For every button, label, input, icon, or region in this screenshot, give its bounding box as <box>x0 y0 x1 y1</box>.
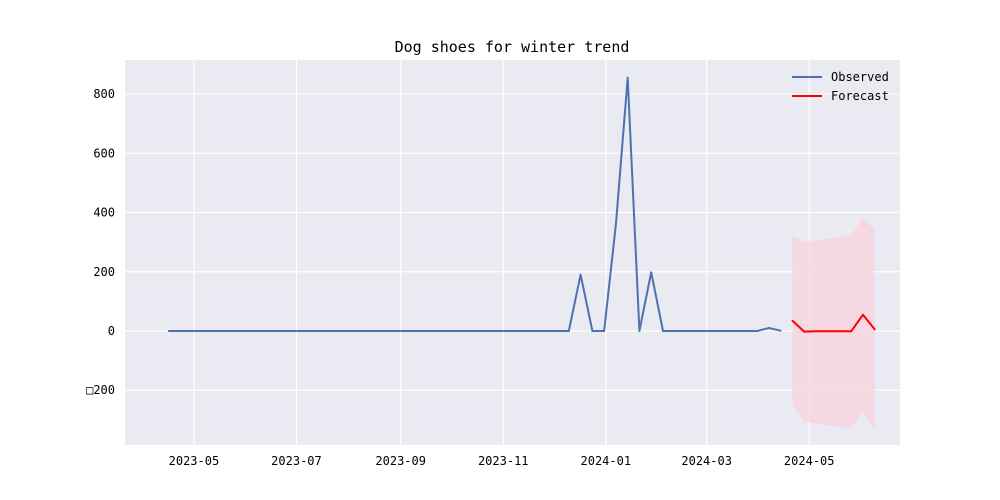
legend-label-forecast: Forecast <box>831 89 889 103</box>
observed-point <box>697 330 700 332</box>
observed-point <box>709 330 711 332</box>
observed-point <box>768 327 770 329</box>
forecast-point <box>826 330 829 333</box>
observed-point <box>779 329 782 332</box>
observed-point <box>273 330 276 332</box>
observed-point <box>509 330 511 332</box>
forecast-point <box>850 330 853 333</box>
observed-point <box>744 330 747 332</box>
observed-point <box>367 330 370 332</box>
observed-point <box>662 330 664 332</box>
forecast-point <box>838 330 841 333</box>
observed-point <box>720 330 723 332</box>
chart-title: Dog shoes for winter trend <box>395 38 630 56</box>
forecast-line <box>791 313 876 333</box>
axis-tick-labels: 2023-05 2023-07 2023-09 2023-11 2024-01 2024-… <box>86 87 834 468</box>
observed-point <box>214 330 217 332</box>
x-tick-label: 2024-03 <box>681 454 732 468</box>
observed-point <box>532 330 535 332</box>
observed-point <box>497 330 500 332</box>
x-tick-label: 2023-09 <box>375 454 426 468</box>
y-tick-label: 800 <box>93 87 115 101</box>
observed-point <box>426 330 429 332</box>
observed-point <box>603 330 605 332</box>
observed-point <box>403 330 405 332</box>
observed-point <box>591 330 594 332</box>
legend-label-observed: Observed <box>831 70 889 84</box>
x-tick-label: 2024-05 <box>784 454 835 468</box>
observed-point <box>344 330 347 332</box>
x-tick-label: 2023-05 <box>169 454 220 468</box>
observed-point <box>473 330 476 332</box>
observed-point <box>391 330 394 332</box>
observed-point <box>520 330 523 332</box>
series-lines <box>167 76 876 333</box>
y-tick-label: 200 <box>93 265 115 279</box>
y-tick-label: □200 <box>86 383 115 397</box>
observed-point <box>450 330 452 332</box>
y-tick-label: 400 <box>93 206 115 220</box>
observed-point <box>556 330 558 332</box>
y-tick-label: 0 <box>108 324 115 338</box>
forecast-point <box>791 319 794 322</box>
observed-point <box>226 330 229 332</box>
observed-point <box>191 330 194 332</box>
observed-point <box>285 330 288 332</box>
observed-point <box>626 76 629 79</box>
observed-point <box>438 330 441 332</box>
x-tick-label: 2023-07 <box>271 454 322 468</box>
legend: Observed Forecast <box>792 70 889 103</box>
observed-point <box>615 223 617 226</box>
observed-point <box>673 330 676 332</box>
observed-point <box>238 330 241 332</box>
observed-point <box>309 330 311 332</box>
observed-point <box>756 330 758 332</box>
y-tick-label: 600 <box>93 146 115 160</box>
observed-point <box>462 330 464 332</box>
observed-point <box>262 330 264 332</box>
observed-point <box>567 330 570 332</box>
forecast-point <box>862 313 864 316</box>
observed-point <box>332 330 335 332</box>
observed-point <box>485 330 488 332</box>
observed-point <box>650 271 653 274</box>
observed-point <box>379 330 382 332</box>
x-tick-label: 2023-11 <box>478 454 529 468</box>
observed-point <box>732 330 735 332</box>
observed-point <box>250 330 253 332</box>
observed-point <box>685 330 688 332</box>
observed-point <box>179 330 182 332</box>
x-tick-label: 2024-01 <box>581 454 632 468</box>
observed-point <box>579 273 582 276</box>
forecast-band-area <box>792 217 875 431</box>
forecast-point <box>815 330 817 333</box>
observed-point <box>544 330 547 332</box>
observed-point <box>320 330 323 332</box>
observed-point <box>203 330 205 332</box>
forecast-confidence-band <box>792 217 875 431</box>
forecast-point <box>873 328 876 331</box>
observed-point <box>297 330 300 332</box>
plot-area <box>125 60 900 445</box>
observed-point <box>356 330 358 332</box>
observed-point <box>638 330 641 332</box>
observed-point <box>414 330 417 332</box>
observed-point <box>167 330 170 332</box>
forecast-point <box>803 330 806 333</box>
